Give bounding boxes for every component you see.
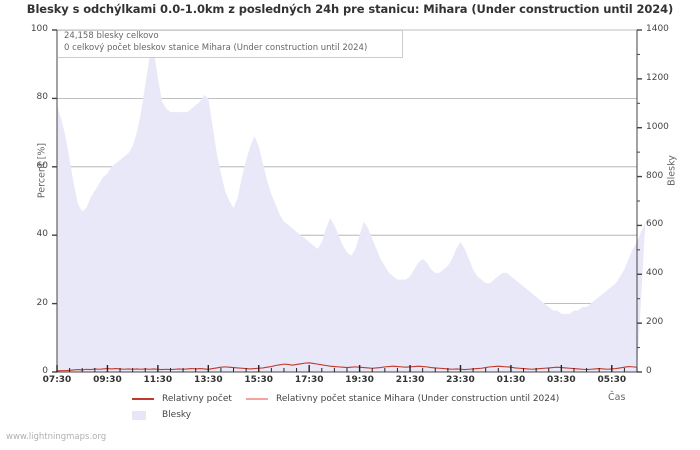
x-tick-2330: 23:30 <box>446 375 475 385</box>
y-tick-left-60: 60 <box>36 160 48 171</box>
y-axis-left-label: Percent [%] <box>36 142 48 199</box>
x-tick-1730: 17:30 <box>294 375 324 385</box>
y-tick-right-800: 800 <box>646 170 664 181</box>
x-tick-2130: 21:30 <box>395 375 425 385</box>
annotation-box <box>58 30 403 58</box>
legend-swatch-line-primary <box>132 398 154 400</box>
annotation-station-strokes: 0 celkový počet bleskov stanice Mihara (… <box>64 43 368 53</box>
y-tick-right-200: 200 <box>646 317 664 328</box>
y-tick-left-40: 40 <box>36 229 48 240</box>
chart-legend: Relativny počet Relativny počet stanice … <box>0 388 700 428</box>
x-tick-1130: 11:30 <box>143 375 173 385</box>
y-tick-left-100: 100 <box>30 24 48 34</box>
y-tick-right-600: 600 <box>646 219 664 230</box>
y-tick-right-0: 0 <box>646 366 652 376</box>
legend-label-relativny-pocet-stanice: Relativny počet stanice Mihara (Under co… <box>276 394 560 404</box>
tick-marks <box>52 29 642 373</box>
line-series-relativny-pocet <box>56 362 638 372</box>
y-tick-right-1400: 1400 <box>646 24 669 34</box>
chart-title: Blesky s odchýlkami 0.0-1.0km z posledný… <box>26 2 674 16</box>
watermark: www.lightningmaps.org <box>6 432 107 442</box>
y-tick-left-80: 80 <box>36 92 48 103</box>
legend-label-relativny-pocet: Relativny počet <box>162 394 232 404</box>
x-tick-1330: 13:30 <box>193 375 223 385</box>
y-tick-left-20: 20 <box>36 297 48 308</box>
y-tick-right-1200: 1200 <box>646 72 669 83</box>
legend-swatch-area-blesky <box>132 411 146 420</box>
x-tick-1530: 15:30 <box>244 375 274 385</box>
x-tick-1930: 19:30 <box>345 375 374 385</box>
x-axis-label: Čas <box>608 392 626 403</box>
x-tick-0330: 03:30 <box>547 375 576 385</box>
y-axis-right-label: Blesky <box>666 155 678 186</box>
legend-swatch-line-secondary <box>246 398 268 400</box>
area-series-blesky <box>57 50 646 373</box>
x-tick-0730: 07:30 <box>42 375 72 385</box>
x-tick-0530: 05:30 <box>597 375 627 385</box>
y-tick-right-1000: 1000 <box>646 121 669 132</box>
x-tick-0930: 09:30 <box>93 375 122 385</box>
y-tick-left-0: 0 <box>42 366 48 376</box>
annotation-total-strokes: 24,158 blesky celkovo <box>64 31 159 41</box>
legend-label-blesky: Blesky <box>162 410 192 420</box>
x-tick-0130: 01:30 <box>496 375 526 385</box>
y-tick-right-400: 400 <box>646 268 664 279</box>
